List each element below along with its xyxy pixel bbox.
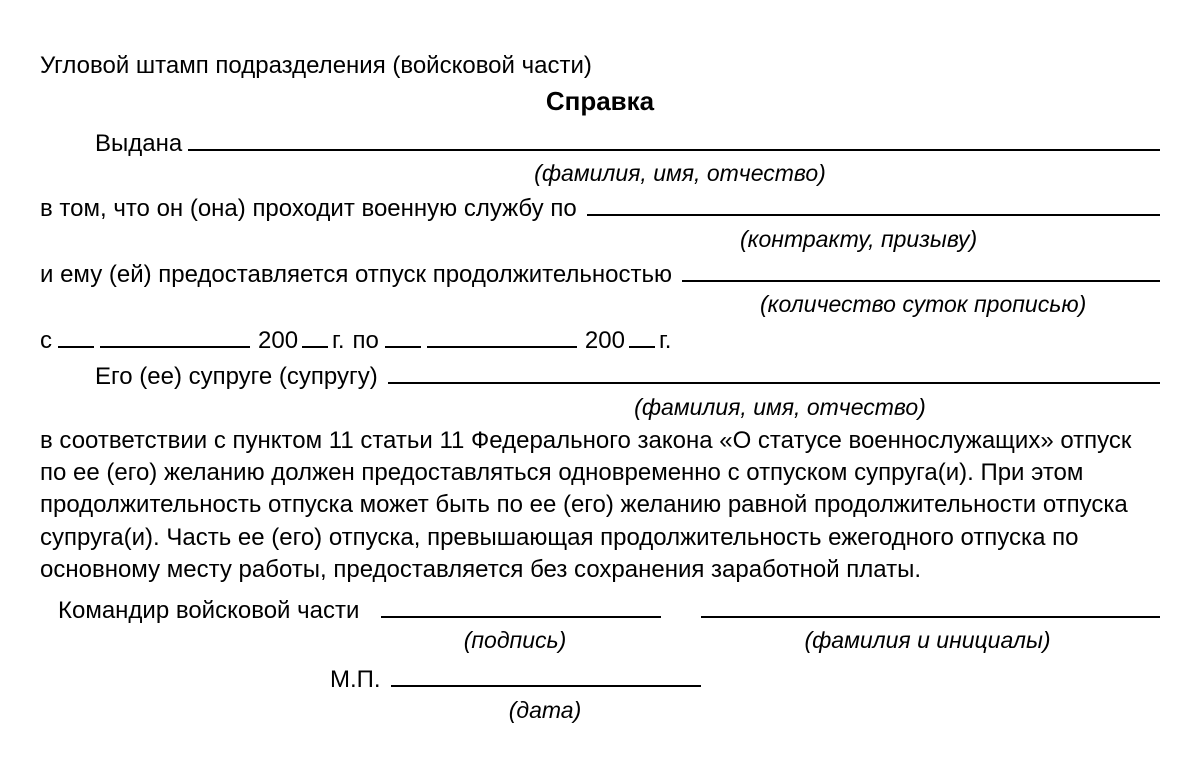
commander-initials-blank[interactable] bbox=[701, 593, 1160, 618]
year-prefix-from: 200 bbox=[258, 325, 298, 357]
issued-label: Выдана bbox=[95, 128, 182, 160]
from-day-blank[interactable] bbox=[58, 322, 94, 347]
issued-name-hint: (фамилия, имя, отчество) bbox=[40, 158, 1160, 189]
commander-signature-blank[interactable] bbox=[381, 593, 661, 618]
from-year-digit-blank[interactable] bbox=[302, 322, 328, 347]
commander-label: Командир войсковой части bbox=[58, 595, 359, 627]
service-type-blank[interactable] bbox=[587, 191, 1160, 216]
date-blank[interactable] bbox=[391, 662, 701, 687]
leave-duration-blank[interactable] bbox=[682, 257, 1160, 282]
spouse-name-hint: (фамилия, имя, отчество) bbox=[40, 392, 1160, 423]
year-g-to: г. bbox=[659, 325, 672, 357]
year-prefix-to: 200 bbox=[585, 325, 625, 357]
issued-name-blank[interactable] bbox=[188, 125, 1160, 150]
leave-duration-hint: (количество суток прописью) bbox=[40, 289, 1160, 320]
spouse-name-blank[interactable] bbox=[388, 359, 1160, 384]
initials-hint: (фамилия и инициалы) bbox=[695, 625, 1160, 656]
period-to-label: по bbox=[353, 325, 379, 357]
body-paragraph: в соответствии с пунктом 11 статьи 11 Фе… bbox=[40, 425, 1160, 587]
leave-label: и ему (ей) предоставляется отпуск продол… bbox=[40, 259, 672, 291]
to-year-digit-blank[interactable] bbox=[629, 322, 655, 347]
document-title: Справка bbox=[40, 84, 1160, 119]
serves-label: в том, что он (она) проходит военную слу… bbox=[40, 193, 577, 225]
to-day-blank[interactable] bbox=[385, 322, 421, 347]
date-hint: (дата) bbox=[390, 695, 700, 726]
period-from-label: с bbox=[40, 325, 52, 357]
mp-label: М.П. bbox=[330, 664, 381, 696]
year-g-from: г. bbox=[332, 325, 345, 357]
spouse-label: Его (ее) супруге (супругу) bbox=[95, 361, 378, 393]
from-month-blank[interactable] bbox=[100, 322, 250, 347]
to-month-blank[interactable] bbox=[427, 322, 577, 347]
corner-stamp-label: Угловой штамп подразделения (войсковой ч… bbox=[40, 50, 1160, 82]
service-type-hint: (контракту, призыву) bbox=[40, 224, 1160, 255]
signature-hint: (подпись) bbox=[375, 625, 655, 656]
